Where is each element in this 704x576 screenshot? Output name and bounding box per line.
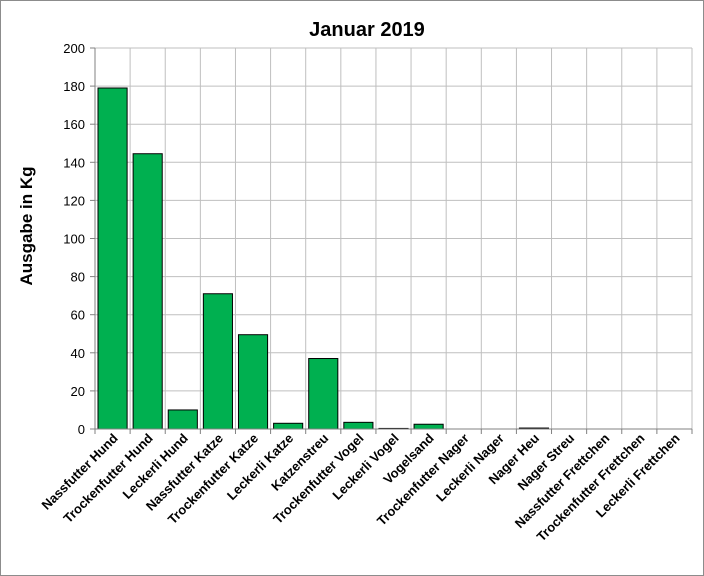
gridlines [95,47,693,429]
y-tick-label: 0 [78,422,85,437]
y-tick-label: 120 [63,193,85,208]
y-tick-label: 60 [71,308,85,323]
y-tick-label: 40 [71,346,85,361]
y-tick-labels: 0 20 40 60 80 100 120 140 160 180 200 [63,41,85,437]
bar [167,409,198,430]
y-tick-label: 160 [63,117,85,132]
bar [343,421,374,430]
bar [97,87,128,430]
bar [273,422,304,430]
bar [308,358,339,430]
y-axis-label: Ausgabe in Kg [17,166,36,285]
y-tick-label: 100 [63,232,85,247]
axes [90,47,693,434]
bar [132,153,163,430]
chart-title: Januar 2019 [309,19,425,41]
y-tick-label: 200 [63,41,85,56]
bars [97,87,550,430]
y-tick-label: 20 [71,384,85,399]
bar [413,423,444,430]
y-tick-label: 180 [63,79,85,94]
y-tick-label: 80 [71,270,85,285]
y-tick-label: 140 [63,155,85,170]
bar [237,334,269,430]
bar [202,293,233,430]
